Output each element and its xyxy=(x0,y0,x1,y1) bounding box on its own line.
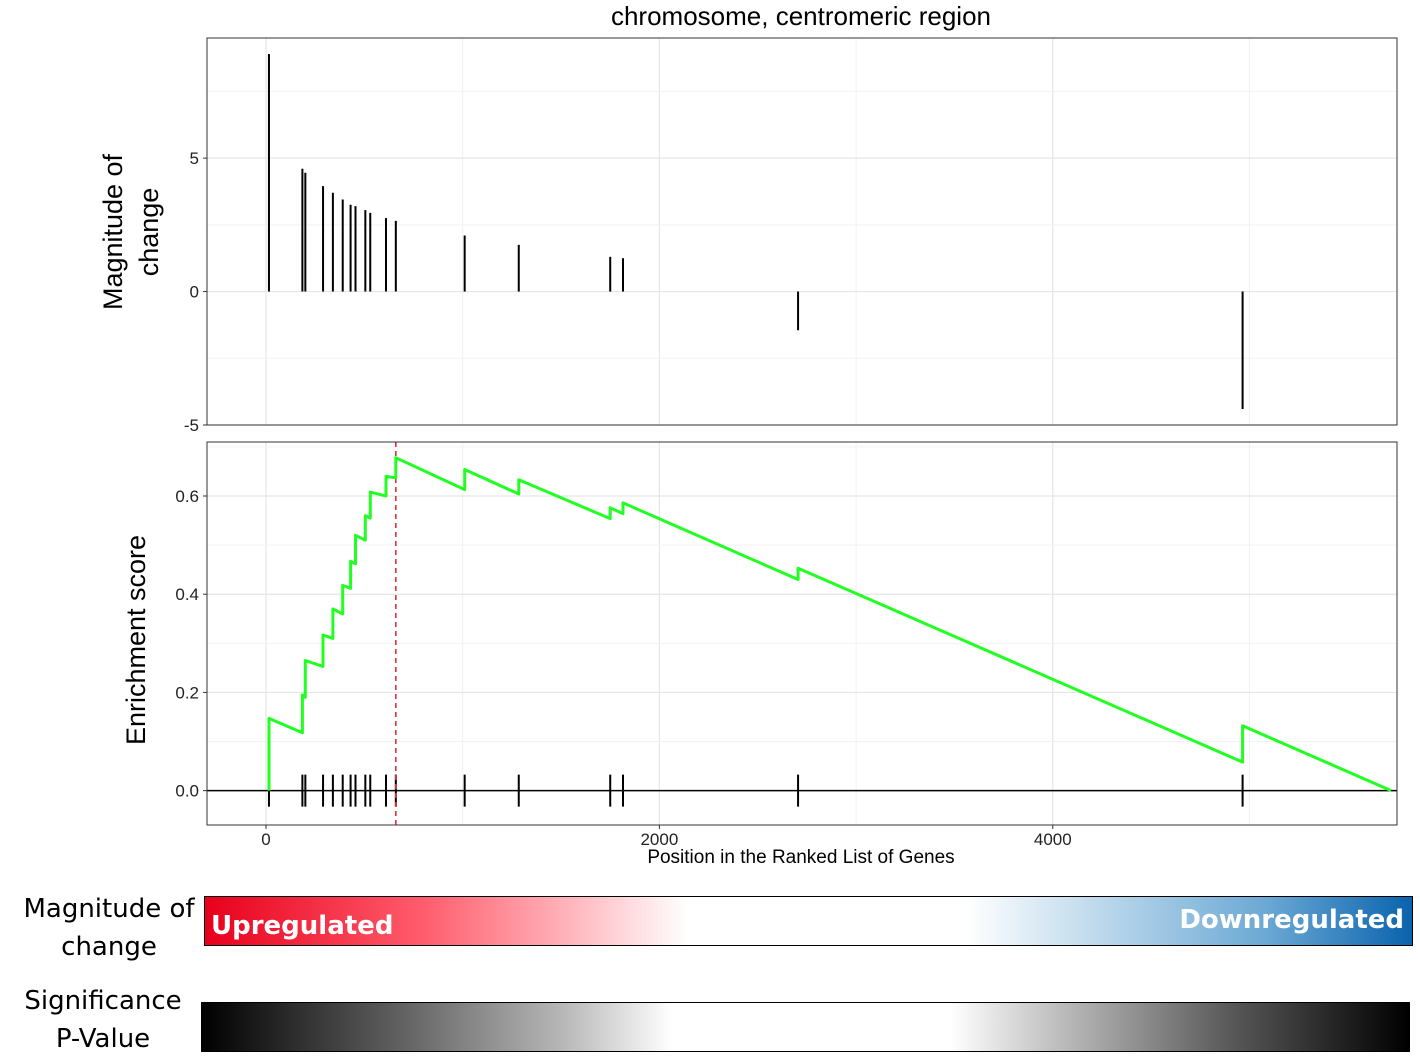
upregulated-label: Upregulated xyxy=(211,911,394,941)
magnitude-legend-label-line1: Magnitude of xyxy=(23,894,195,924)
chart-title: chromosome, centromeric region xyxy=(611,1,991,31)
y-tick-label: 0.0 xyxy=(175,782,199,801)
enrichment-line xyxy=(267,456,1392,792)
magnitude-panel-border xyxy=(206,37,1398,426)
y-tick-label: 0.6 xyxy=(175,487,199,506)
enrichment-y-axis: 0.0 0.2 0.4 0.6 xyxy=(175,487,207,801)
significance-legend-label: Significance P-Value xyxy=(8,982,198,1058)
enrichment-panel: 0.00.20.40.6 0 2000 4000 Enrichment score … xyxy=(121,441,1398,868)
enrichment-x-axis: 0 2000 4000 xyxy=(261,825,1072,849)
magnitude-bars xyxy=(267,54,1244,409)
y-tick-label: 5 xyxy=(190,149,199,168)
y-tick-label: 0.2 xyxy=(175,683,199,702)
magnitude-ylabel-line1: Magnitude of xyxy=(98,153,128,310)
magnitude-panel: -5 0 5 Magnitude of change xyxy=(98,37,1398,435)
magnitude-color-bar: Upregulated Downregulated xyxy=(204,896,1413,946)
significance-legend-label-line2: P-Value xyxy=(55,1024,151,1054)
x-axis-label: Position in the Ranked List of Genes xyxy=(647,847,954,868)
y-tick-label: -5 xyxy=(184,416,199,435)
enrichment-panel-background xyxy=(207,442,1397,825)
significance-gradient-bar xyxy=(201,1002,1410,1052)
downregulated-label: Downregulated xyxy=(1179,905,1404,935)
x-tick-label: 4000 xyxy=(1034,830,1072,849)
enrichment-content xyxy=(207,442,1397,825)
x-tick-label: 2000 xyxy=(640,830,678,849)
magnitude-panel-background xyxy=(207,38,1397,425)
y-tick-label: 0 xyxy=(190,283,199,302)
x-tick-label: 0 xyxy=(261,830,270,849)
magnitude-ylabel-line2: change xyxy=(134,188,164,277)
gsea-figure: chromosome, centromeric region -5 0 5 Magn… xyxy=(98,1,1398,868)
magnitude-legend-label-line2: change xyxy=(61,932,157,962)
significance-legend-label-line1: Significance xyxy=(24,986,182,1016)
magnitude-y-axis: -5 0 5 xyxy=(184,149,207,435)
magnitude-legend-label: Magnitude of change xyxy=(14,890,204,966)
enrichment-panel-border xyxy=(206,441,1398,826)
enrichment-ylabel: Enrichment score xyxy=(121,535,151,745)
y-tick-label: 0.4 xyxy=(175,585,199,604)
